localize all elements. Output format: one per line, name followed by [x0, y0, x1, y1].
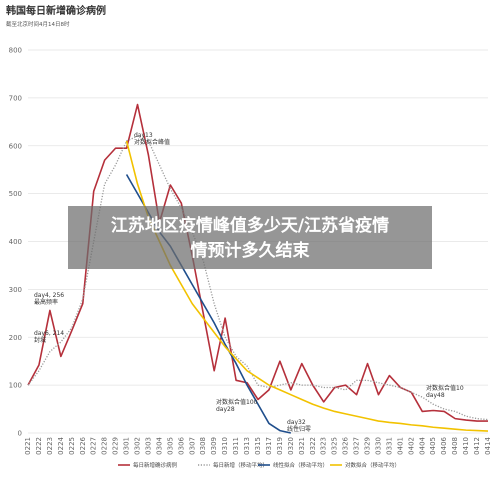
- x-tick-label: 0402: [407, 437, 415, 455]
- overlay-text: 情预计多久结束: [191, 240, 310, 261]
- series-line: [27, 135, 489, 421]
- x-tick-label: 0315: [254, 437, 262, 455]
- legend-label: 每日新增（移动平均）: [213, 461, 268, 469]
- x-tick-label: 0225: [68, 437, 76, 455]
- annotation: 对数拟合值10: [426, 384, 464, 392]
- legend-label: 线性拟合（移动平均）: [273, 461, 328, 469]
- x-tick-label: 0304: [155, 436, 163, 454]
- y-tick-label: 100: [9, 382, 22, 390]
- x-tick-label: 0406: [440, 436, 448, 454]
- legend-label: 对数拟合（移动平均）: [345, 461, 400, 469]
- annotation: day48: [426, 392, 445, 399]
- x-tick-label: 0303: [144, 437, 152, 455]
- x-tick-label: 0228: [101, 437, 109, 455]
- x-tick-label: 0412: [473, 437, 481, 455]
- y-tick-label: 600: [9, 142, 22, 150]
- y-tick-label: 200: [9, 334, 22, 342]
- x-tick-label: 0401: [396, 437, 404, 455]
- x-tick-label: 0301: [123, 437, 131, 455]
- annotation: 最高频率: [34, 298, 58, 306]
- annotation: 对数拟合值100: [216, 398, 258, 406]
- series-line: [125, 140, 489, 432]
- x-tick-label: 0308: [199, 437, 207, 455]
- x-tick-label: 0311: [232, 437, 240, 455]
- x-tick-label: 0229: [112, 437, 120, 455]
- x-tick-label: 0319: [276, 437, 284, 455]
- x-tick-label: 0320: [287, 437, 295, 455]
- x-tick-label: 0329: [364, 437, 372, 455]
- x-tick-label: 0408: [451, 437, 459, 455]
- x-tick-label: 0322: [309, 437, 317, 455]
- x-tick-label: 0306: [177, 436, 185, 454]
- annotation: day32: [287, 419, 306, 426]
- x-tick-label: 0313: [243, 437, 251, 455]
- x-tick-label: 0414: [484, 436, 492, 454]
- x-tick-label: 0221: [24, 437, 32, 455]
- y-tick-label: 700: [9, 94, 22, 102]
- y-tick-label: 500: [9, 190, 22, 198]
- x-tick-label: 0317: [265, 437, 273, 455]
- x-tick-label: 0302: [134, 437, 142, 455]
- x-tick-label: 0404: [418, 436, 426, 454]
- x-tick-label: 0222: [35, 437, 43, 455]
- annotation: 线性归零: [287, 425, 311, 433]
- x-tick-label: 0327: [353, 437, 361, 455]
- overlay-text: 江苏地区疫情峰值多少天/江苏省疫情: [111, 215, 389, 236]
- chart-subtitle: 截至北京时间4月14日8时: [6, 20, 70, 28]
- annotation: day13: [134, 132, 153, 139]
- annotation: day28: [216, 406, 235, 413]
- y-tick-label: 0: [18, 430, 22, 438]
- x-tick-label: 0330: [374, 437, 382, 455]
- x-tick-label: 0223: [46, 437, 54, 455]
- x-tick-label: 0305: [166, 437, 174, 455]
- annotation: day4, 256: [34, 292, 64, 299]
- x-tick-label: 0224: [57, 436, 65, 454]
- x-tick-label: 0331: [385, 437, 393, 455]
- y-tick-label: 400: [9, 238, 22, 246]
- x-tick-label: 0227: [90, 437, 98, 455]
- y-tick-label: 300: [9, 286, 22, 294]
- x-tick-label: 0326: [342, 436, 350, 454]
- legend-label: 每日新增确诊病例: [133, 461, 178, 469]
- annotation: day6, 214: [34, 330, 64, 337]
- chart-title: 韩国每日新增确诊病例: [6, 4, 106, 17]
- x-tick-label: 0226: [79, 436, 87, 454]
- x-tick-label: 0309: [210, 437, 218, 455]
- y-tick-label: 800: [9, 47, 22, 55]
- x-tick-label: 0405: [429, 437, 437, 455]
- x-tick-label: 0323: [320, 437, 328, 455]
- x-tick-label: 0321: [298, 437, 306, 455]
- x-tick-label: 0410: [462, 437, 470, 455]
- x-tick-label: 0310: [221, 437, 229, 455]
- x-tick-label: 0325: [331, 437, 339, 455]
- annotation: 对数拟合峰值: [134, 138, 170, 146]
- x-tick-label: 0307: [188, 437, 196, 455]
- annotation: 封城: [34, 336, 46, 344]
- overlay-banner: [68, 206, 432, 269]
